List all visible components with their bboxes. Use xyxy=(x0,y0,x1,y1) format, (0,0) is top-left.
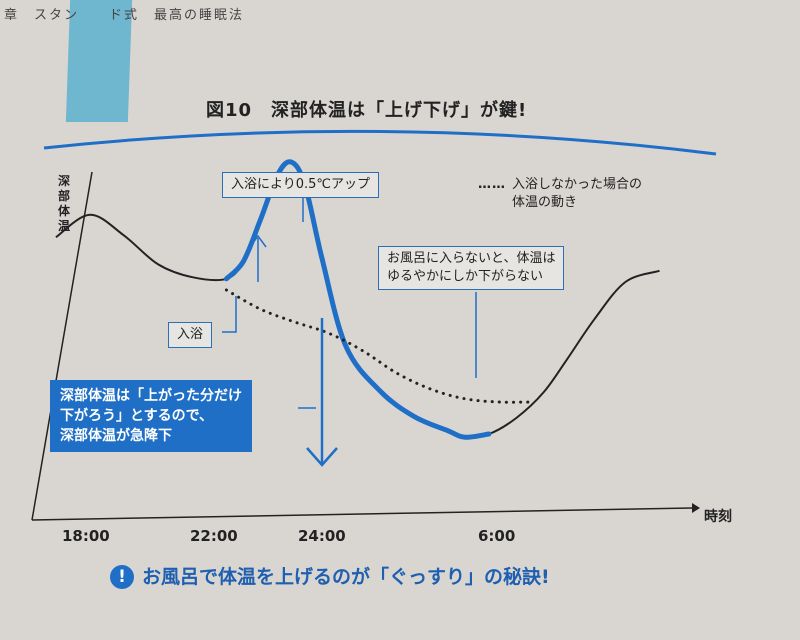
tip-text: お風呂で体温を上げるのが「ぐっすり」の秘訣! xyxy=(142,566,550,588)
drop-callout: 深部体温は「上がった分だけ 下がろう」とするので、 深部体温が急降下 xyxy=(50,380,252,452)
bath-leader xyxy=(222,296,237,333)
title-underline xyxy=(43,129,717,156)
x-axis-label: 時刻 xyxy=(704,509,732,525)
x-tick-label: 18:00 xyxy=(62,527,110,545)
x-axis-arrowhead xyxy=(692,503,700,513)
no-bath-curve xyxy=(224,288,535,404)
y-axis xyxy=(31,171,93,521)
no-bath-callout: お風呂に入らないと、体温は ゆるやかにしか下がらない xyxy=(378,246,565,290)
no-bath-line1: お風呂に入らないと、体温は xyxy=(387,251,556,266)
bath-effect-curve xyxy=(223,159,492,440)
drop-line1: 深部体温は「上がった分だけ xyxy=(60,388,242,404)
x-axis xyxy=(31,507,693,521)
x-tick-label: 24:00 xyxy=(298,527,346,545)
legend-text-line1: 入浴しなかった場合の xyxy=(512,177,643,192)
y-axis-label: 深部体温 xyxy=(58,174,71,233)
legend-text-line2: 体温の動き xyxy=(512,195,578,210)
bath-rise-callout: 入浴により0.5℃アップ xyxy=(222,172,380,198)
figure-title: 図10 深部体温は「上げ下げ」が鍵! xyxy=(206,100,528,121)
drop-line2: 下がろう」とするので、 xyxy=(60,408,214,424)
rise-arrow-head xyxy=(249,234,267,248)
x-tick-label: 22:00 xyxy=(190,527,238,545)
dotted-line-swatch: …… xyxy=(478,177,506,192)
callout-leaders xyxy=(222,198,477,467)
drop-line3: 深部体温が急降下 xyxy=(60,428,172,444)
exclamation-circle-icon: ! xyxy=(110,565,134,589)
drop-arrow-head xyxy=(306,447,338,467)
no-bath-line2: ゆるやかにしか下がらない xyxy=(387,269,544,284)
chapter-header: 章 スタン ド式 最高の睡眠法 xyxy=(4,8,245,23)
legend: …… 入浴しなかった場合の 体温の動き xyxy=(478,176,642,212)
x-tick-label: 6:00 xyxy=(478,527,516,545)
bath-callout: 入浴 xyxy=(168,322,213,348)
tip-banner: ! お風呂で体温を上げるのが「ぐっすり」の秘訣! xyxy=(110,562,550,589)
